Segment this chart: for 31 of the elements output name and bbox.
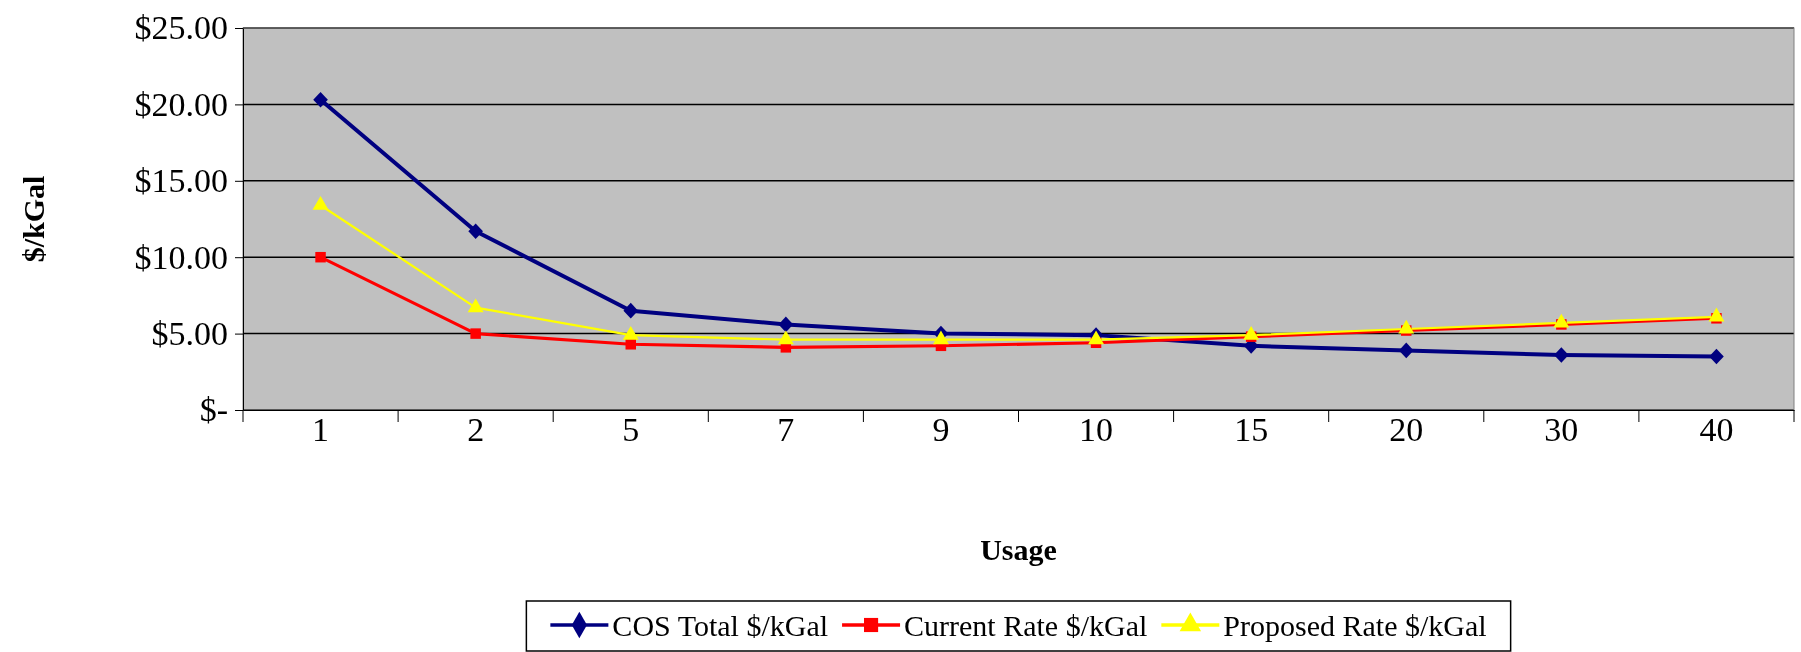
point xyxy=(468,223,483,240)
y-tick-label: $20.00 xyxy=(134,85,228,123)
x-tick-label: 1 xyxy=(312,411,330,448)
x-tick-label: 7 xyxy=(777,411,795,448)
x-tick-label: 30 xyxy=(1544,411,1579,448)
point xyxy=(1709,348,1724,365)
point xyxy=(470,328,481,339)
legend-label: COS Total $/kGal xyxy=(612,609,829,642)
x-tick-label: 15 xyxy=(1234,411,1269,448)
point xyxy=(1398,342,1414,359)
x-axis-title: Usage xyxy=(980,533,1057,566)
x-tick-label: 5 xyxy=(622,411,640,448)
y-tick-label: $- xyxy=(199,391,228,429)
legend-label: Proposed Rate $/kGal xyxy=(1223,609,1487,642)
x-tick-label: 9 xyxy=(932,411,950,448)
point xyxy=(313,92,328,108)
legend-label: Current Rate $/kGal xyxy=(904,609,1148,642)
y-tick-label: $10.00 xyxy=(134,238,228,276)
y-tick-label: $15.00 xyxy=(134,162,228,200)
y-tick-label: $25.00 xyxy=(134,9,228,47)
x-tick-label: 40 xyxy=(1699,411,1734,448)
x-tick-label: 10 xyxy=(1079,411,1114,448)
x-tick-label: 20 xyxy=(1389,411,1424,448)
point xyxy=(778,316,794,333)
y-axis-title: $/kGal xyxy=(17,175,50,263)
point xyxy=(623,302,639,319)
point xyxy=(315,251,326,263)
x-tick-label: 2 xyxy=(467,411,485,448)
point xyxy=(625,339,636,350)
y-tick-label: $5.00 xyxy=(151,314,228,352)
point xyxy=(1554,347,1569,363)
